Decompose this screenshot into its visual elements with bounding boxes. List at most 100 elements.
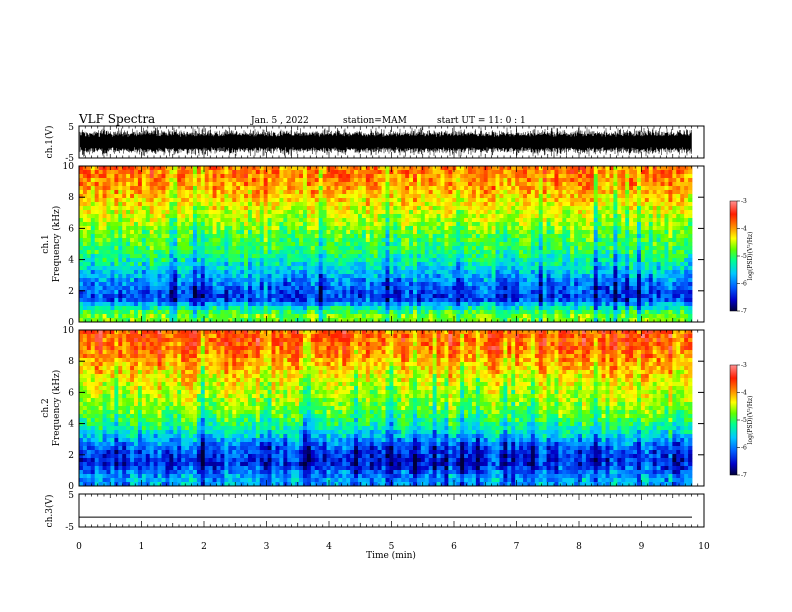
spectrogram-cell	[369, 218, 375, 223]
spectrogram-cell	[106, 210, 111, 215]
spectrogram-cell	[322, 206, 327, 211]
spectrogram-cell	[244, 174, 249, 179]
spectrogram-cell	[326, 182, 331, 187]
spectrogram-cell	[487, 178, 492, 183]
spectrogram-cell	[424, 190, 430, 195]
spectrogram-cell	[503, 266, 508, 271]
spectrogram-cell	[381, 190, 386, 195]
spectrogram-cell	[228, 190, 233, 195]
spectrogram-cell	[271, 278, 276, 283]
spectrogram-cell	[82, 278, 88, 283]
spectrogram-cell	[652, 198, 658, 203]
spectrogram-cell	[192, 242, 198, 247]
spectrogram-cell	[684, 282, 689, 287]
spectrogram-cell	[385, 190, 390, 195]
spectrogram-cell	[287, 198, 292, 203]
spectrogram-cell	[90, 198, 96, 203]
spectrogram-cell	[526, 198, 532, 203]
spectrogram-cell	[361, 286, 367, 291]
spectrogram-cell	[456, 214, 461, 219]
spectrogram-cell	[224, 174, 229, 179]
spectrogram-cell	[306, 210, 312, 215]
spectrogram-cell	[542, 214, 548, 219]
spectrogram-cell	[153, 234, 158, 239]
spectrogram-cell	[475, 250, 481, 255]
spectrogram-cell	[240, 278, 245, 283]
spectrogram-cell	[601, 222, 606, 227]
spectrogram-cell	[648, 206, 654, 211]
spectrogram-cell	[468, 170, 473, 175]
spectrogram-cell	[165, 238, 170, 243]
spectrogram-cell	[114, 174, 119, 179]
spectrogram-cell	[354, 238, 359, 243]
spectrogram-cell	[468, 242, 473, 247]
spectrogram-cell	[475, 166, 481, 171]
spectrogram-cell	[373, 170, 379, 175]
spectrogram-cell	[558, 290, 563, 295]
spectrogram-cell	[314, 226, 320, 231]
spectrogram-cell	[428, 258, 434, 263]
spectrogram-cell	[98, 174, 103, 179]
spectrogram-cell	[106, 246, 111, 251]
spectrogram-cell	[526, 214, 532, 219]
spectrogram-cell	[416, 290, 422, 295]
spectrogram-cell	[542, 178, 548, 183]
spectrogram-cell	[145, 242, 151, 247]
spectrogram-cell	[299, 282, 304, 287]
spectrogram-cell	[578, 194, 583, 199]
spectrogram-cell	[554, 234, 559, 239]
spectrogram-cell	[251, 214, 257, 219]
spectrogram-cell	[161, 170, 166, 175]
spectrogram-cell	[177, 206, 182, 211]
spectrogram-cell	[464, 230, 469, 235]
spectrogram-cell	[672, 190, 677, 195]
spectrogram-cell	[401, 266, 406, 271]
spectrogram-cell	[102, 186, 107, 191]
spectrogram-cell	[684, 166, 689, 171]
spectrogram-cell	[574, 174, 579, 179]
spectrogram-cell	[609, 214, 614, 219]
spectrogram-cell	[118, 266, 123, 271]
spectrogram-cell	[247, 242, 253, 247]
spectrogram-cell	[636, 226, 642, 231]
spectrogram-cell	[330, 202, 335, 207]
spectrogram-cell	[578, 166, 583, 171]
spectrogram-cell	[495, 186, 500, 191]
spectrogram-cell	[279, 202, 284, 207]
spectrogram-cell	[491, 206, 496, 211]
spectrogram-cell	[134, 170, 139, 175]
spectrogram-cell	[110, 202, 115, 207]
spectrogram-cell	[393, 166, 398, 171]
spectrogram-cell	[640, 214, 646, 219]
spectrogram-cell	[338, 218, 343, 223]
spectrogram-cell	[361, 226, 367, 231]
spectrogram-cell	[200, 190, 206, 195]
spectrogram-cell	[660, 290, 665, 295]
spectrogram-cell	[499, 190, 504, 195]
spectrogram-cell	[652, 230, 658, 235]
spectrogram-cell	[342, 234, 347, 239]
spectrogram-cell	[314, 186, 320, 191]
spectrogram-cell	[212, 266, 217, 271]
spectrogram-cell	[263, 286, 269, 291]
spectrogram-cell	[196, 254, 202, 259]
spectrogram-cell	[688, 238, 693, 243]
spectrogram-cell	[251, 198, 257, 203]
spectrogram-cell	[291, 270, 296, 275]
spectrogram-cell	[338, 254, 343, 259]
spectrogram-cell	[314, 174, 320, 179]
spectrogram-cell	[141, 178, 147, 183]
spectrogram-cell	[185, 170, 190, 175]
spectrogram-cell	[137, 278, 143, 283]
spectrogram-cell	[550, 222, 555, 227]
spectrogram-cell	[240, 290, 245, 295]
spectrogram-cell	[672, 266, 677, 271]
spectrogram-cell	[204, 262, 210, 267]
spectrogram-cell	[204, 270, 210, 275]
spectrogram-cell	[593, 206, 599, 211]
spectrogram-cell	[295, 242, 300, 247]
spectrogram-cell	[287, 182, 292, 187]
spectrogram-cell	[597, 202, 603, 207]
spectrogram-cell	[354, 190, 359, 195]
spectrogram-cell	[499, 274, 504, 279]
